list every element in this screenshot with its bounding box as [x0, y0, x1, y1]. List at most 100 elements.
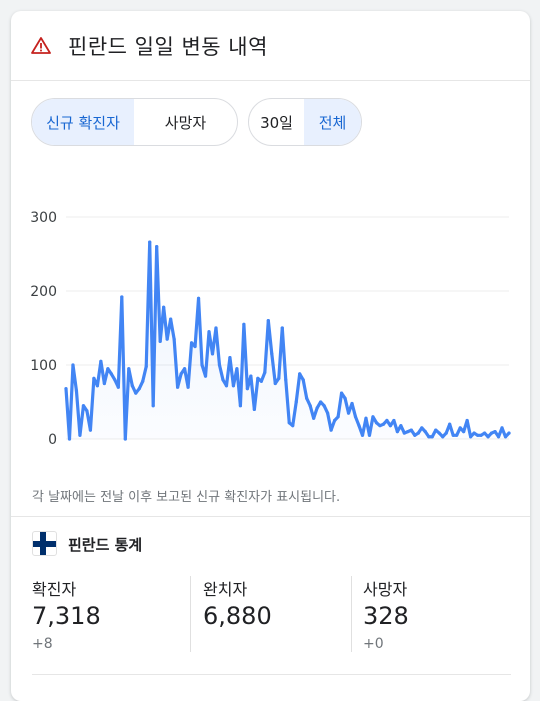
data-point [137, 387, 141, 391]
data-point [64, 387, 68, 391]
data-point [420, 426, 424, 430]
data-point [67, 437, 72, 441]
new-cases-button[interactable]: 신규 확진자 [32, 99, 134, 145]
range-all-button[interactable]: 전체 [304, 99, 361, 145]
data-point [507, 431, 511, 435]
data-point [280, 326, 284, 330]
data-point [319, 400, 323, 404]
data-point [116, 385, 120, 389]
data-point [183, 367, 187, 371]
data-point [489, 431, 494, 435]
daily-cases-chart: 0 100 200 300 [30, 210, 511, 448]
metric-toggle: 신규 확진자 사망자 [31, 98, 238, 146]
stats-title: 핀란드 통계 [68, 536, 143, 554]
data-point [109, 372, 113, 376]
data-point [172, 337, 176, 341]
data-point [263, 370, 267, 374]
data-point [85, 409, 89, 413]
finland-flag-icon [32, 531, 57, 556]
data-point [151, 404, 155, 408]
data-point [210, 352, 215, 356]
data-point [364, 416, 368, 420]
data-point [486, 435, 490, 439]
y-tick-label: 300 [30, 210, 57, 226]
data-point [165, 337, 169, 341]
data-point [102, 381, 106, 386]
data-point [434, 428, 438, 432]
stat-label: 확진자 [32, 580, 77, 599]
data-point [277, 376, 281, 380]
data-point [336, 415, 340, 419]
data-point [416, 431, 420, 435]
range-30-days-button[interactable]: 30일 [260, 113, 293, 132]
data-point [71, 363, 75, 367]
data-point [332, 418, 337, 423]
y-tick-label: 100 [30, 358, 57, 374]
data-point [301, 378, 305, 382]
data-point [127, 367, 131, 371]
data-point [455, 433, 459, 437]
data-point [430, 435, 434, 439]
data-point [242, 322, 246, 326]
stat-deaths: 사망자 328 +0 [363, 576, 409, 656]
stat-value: 328 [363, 602, 409, 630]
data-point [130, 384, 134, 388]
data-point [476, 433, 480, 437]
data-point [203, 374, 208, 378]
data-point [95, 384, 99, 388]
data-point [120, 295, 124, 299]
data-point [158, 339, 162, 343]
data-point [448, 422, 452, 426]
data-point [343, 396, 347, 400]
warning-triangle-icon [31, 37, 51, 54]
data-point [245, 387, 249, 391]
deaths-button[interactable]: 사망자 [164, 113, 207, 132]
data-point [231, 384, 236, 388]
data-point [99, 359, 103, 363]
data-point [148, 240, 152, 244]
data-point [395, 430, 399, 434]
stat-recovered: 완치자 6,880 [203, 576, 272, 656]
data-point [465, 418, 469, 423]
data-point [315, 406, 319, 410]
stat-value: 6,880 [203, 602, 272, 630]
data-point [479, 433, 483, 437]
data-point [74, 389, 79, 393]
data-point [427, 435, 431, 439]
data-point [367, 433, 372, 437]
data-point [252, 407, 256, 411]
data-point [423, 430, 427, 434]
data-point [385, 418, 389, 423]
data-point [312, 416, 316, 420]
data-point [308, 404, 312, 408]
data-point [406, 430, 410, 434]
y-tick-label: 0 [48, 432, 57, 448]
data-point [214, 326, 218, 330]
data-point [346, 411, 351, 415]
data-point [371, 415, 375, 419]
data-point [437, 431, 441, 435]
data-point [228, 356, 232, 360]
data-point [193, 344, 197, 349]
data-point [472, 431, 476, 435]
stat-value: 7,318 [32, 602, 101, 630]
data-point [402, 431, 406, 435]
data-point [88, 428, 93, 432]
data-point [189, 341, 194, 345]
page-title: 핀란드 일일 변동 내역 [68, 35, 268, 59]
data-point [388, 424, 392, 428]
data-point [458, 426, 462, 430]
data-point [329, 428, 333, 432]
data-point [221, 378, 225, 382]
data-point [441, 435, 445, 439]
data-point [294, 400, 298, 404]
data-point [106, 367, 110, 371]
data-point [305, 396, 309, 400]
data-point [360, 433, 365, 437]
data-point [179, 372, 183, 376]
data-point [381, 422, 386, 426]
data-point [326, 411, 330, 415]
data-point [374, 421, 379, 425]
covid-card: 핀란드 일일 변동 내역 신규 확진자 사망자 30일 전체 0 100 200 30… [11, 11, 530, 701]
data-point [78, 433, 82, 437]
